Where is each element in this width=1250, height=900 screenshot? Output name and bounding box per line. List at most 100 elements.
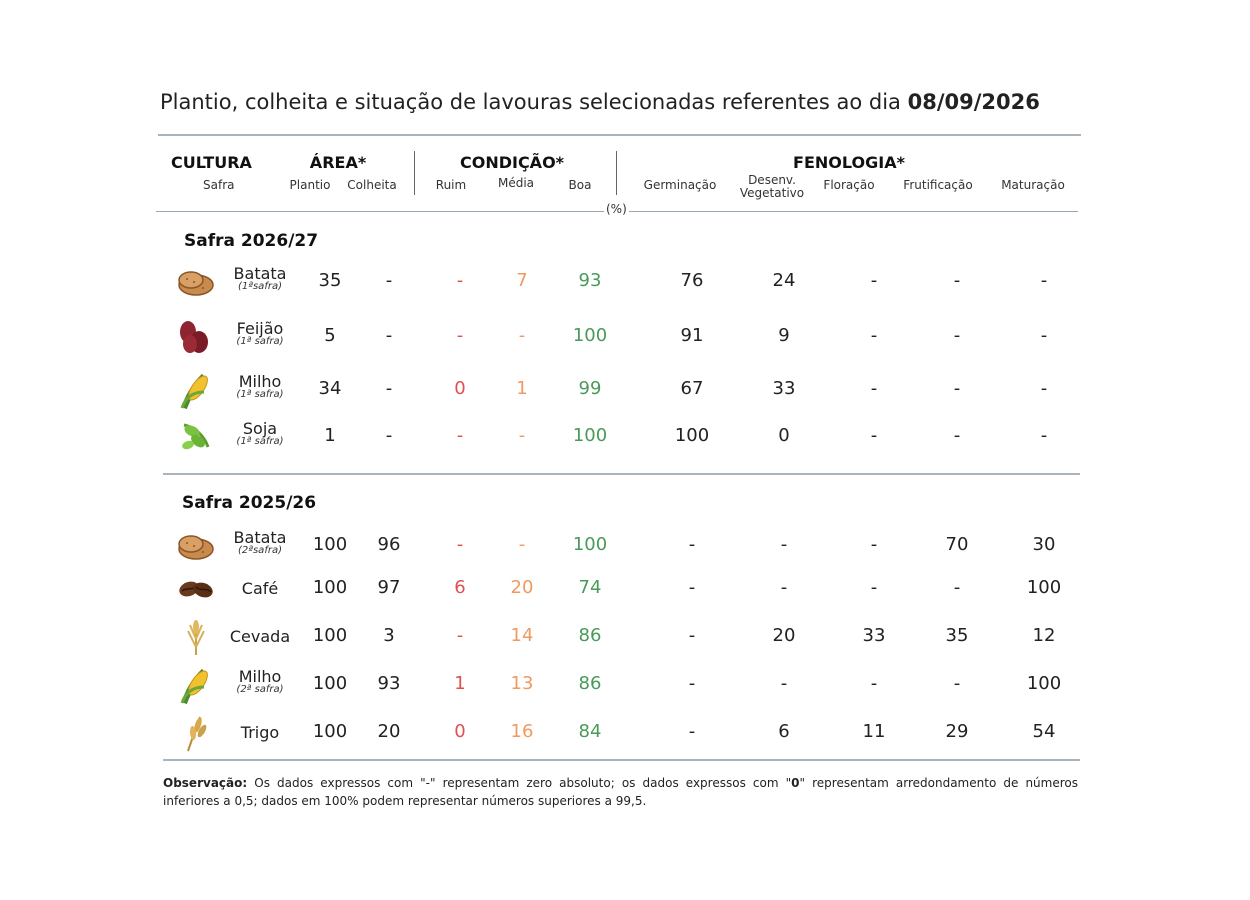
table-row: Café 100 97 6 20 74 - - - - 100 <box>0 569 1250 609</box>
crop-season: (1ª safra) <box>236 389 284 400</box>
header-area: ÁREA* <box>309 153 367 172</box>
cell-floracao: 33 <box>862 625 886 646</box>
footnote-zero: 0 <box>791 776 800 790</box>
cell-media: 13 <box>510 673 534 694</box>
crop-label: Milho <box>238 372 282 391</box>
table-row: Milho (1ª safra) 34 - 0 1 99 67 33 - - - <box>0 370 1250 410</box>
cell-colheita: 93 <box>377 673 401 694</box>
cell-plantio: 100 <box>312 577 348 598</box>
cell-maturacao: 54 <box>1032 721 1056 742</box>
soy-icon <box>174 417 218 457</box>
cell-frutificacao: - <box>953 378 961 399</box>
cell-plantio: 100 <box>312 534 348 555</box>
cell-germinacao: - <box>688 673 696 694</box>
cell-media: - <box>518 534 526 555</box>
header-media: Média <box>497 176 535 190</box>
crop-label: Feijão <box>236 319 284 338</box>
footnote-text: Os dados expressos com "-" representam z… <box>247 776 792 790</box>
bottom-rule <box>163 759 1080 761</box>
potato-icon <box>174 262 218 302</box>
header-maturacao: Maturação <box>1001 178 1065 192</box>
cell-maturacao: - <box>1040 270 1048 291</box>
table-row: Batata (2ªsafra) 100 96 - - 100 - - - 70 30 <box>0 526 1250 566</box>
cell-ruim: - <box>456 325 464 346</box>
header-floracao: Floração <box>823 178 875 192</box>
cell-germinacao: - <box>688 625 696 646</box>
crop-label: Trigo <box>240 723 280 742</box>
header-fenologia: FENOLOGIA* <box>793 153 905 172</box>
crop-label: Cevada <box>229 627 291 646</box>
cell-frutificacao: - <box>953 425 961 446</box>
cell-plantio: 1 <box>324 425 336 446</box>
coffee-icon <box>174 569 218 609</box>
crop-label: Batata <box>233 264 287 283</box>
cell-colheita: - <box>385 325 393 346</box>
cell-frutificacao: - <box>953 673 961 694</box>
section-title: Safra 2026/27 <box>184 231 319 251</box>
cell-boa: 99 <box>578 378 602 399</box>
cell-ruim: 6 <box>454 577 466 598</box>
cell-media: 20 <box>510 577 534 598</box>
cell-plantio: 35 <box>318 270 342 291</box>
cell-desenv: 0 <box>778 425 790 446</box>
header-separator <box>414 151 415 195</box>
cell-media: - <box>518 325 526 346</box>
cell-germinacao: - <box>688 721 696 742</box>
crop-season: (2ª safra) <box>236 684 284 695</box>
cell-germinacao: 91 <box>680 325 704 346</box>
cell-plantio: 100 <box>312 673 348 694</box>
cell-media: - <box>518 425 526 446</box>
cell-media: 7 <box>516 270 528 291</box>
cell-germinacao: - <box>688 577 696 598</box>
cell-ruim: - <box>456 534 464 555</box>
cell-frutificacao: 35 <box>945 625 969 646</box>
cell-frutificacao: 29 <box>945 721 969 742</box>
cell-desenv: 20 <box>772 625 796 646</box>
crop-label: Milho <box>238 667 282 686</box>
cell-floracao: - <box>870 325 878 346</box>
cell-frutificacao: - <box>953 325 961 346</box>
cell-floracao: - <box>870 534 878 555</box>
cell-floracao: - <box>870 425 878 446</box>
cell-desenv: - <box>780 534 788 555</box>
cell-boa: 100 <box>572 325 608 346</box>
cell-desenv: 9 <box>778 325 790 346</box>
percent-label: (%) <box>604 202 629 216</box>
crop-name: Trigo <box>225 723 295 742</box>
cell-maturacao: 12 <box>1032 625 1056 646</box>
corn-icon <box>174 370 218 410</box>
crop-season: (2ªsafra) <box>238 545 282 556</box>
header-desenv-1: Desenv. <box>748 173 796 187</box>
top-rule <box>158 134 1081 136</box>
header-frutificacao: Frutificação <box>903 178 973 192</box>
cell-boa: 100 <box>572 425 608 446</box>
page-title: Plantio, colheita e situação de lavouras… <box>160 90 1040 114</box>
cell-colheita: 97 <box>377 577 401 598</box>
crop-label: Soja <box>242 419 278 438</box>
cell-boa: 93 <box>578 270 602 291</box>
footnote-text: " representam arredondamento de números … <box>163 776 1078 808</box>
table-row: Trigo 100 20 0 16 84 - 6 11 29 54 <box>0 713 1250 753</box>
header-ruim: Ruim <box>435 178 467 192</box>
cell-colheita: - <box>385 425 393 446</box>
cell-frutificacao: - <box>953 270 961 291</box>
crop-season: (1ªsafra) <box>238 281 282 292</box>
cell-desenv: 33 <box>772 378 796 399</box>
cell-maturacao: 100 <box>1026 577 1062 598</box>
cell-germinacao: 100 <box>674 425 710 446</box>
cell-floracao: - <box>870 577 878 598</box>
potato-icon <box>174 526 218 566</box>
cell-desenv: 6 <box>778 721 790 742</box>
cell-germinacao: - <box>688 534 696 555</box>
cell-frutificacao: 70 <box>945 534 969 555</box>
cell-media: 16 <box>510 721 534 742</box>
table-row: Soja (1ª safra) 1 - - - 100 100 0 - - - <box>0 417 1250 457</box>
header-colheita: Colheita <box>347 178 397 192</box>
table-row: Batata (1ªsafra) 35 - - 7 93 76 24 - - - <box>0 262 1250 302</box>
cell-floracao: - <box>870 673 878 694</box>
table-row: Milho (2ª safra) 100 93 1 13 86 - - - - 100 <box>0 665 1250 705</box>
wheat-icon <box>174 713 218 753</box>
crop-label: Café <box>241 579 279 598</box>
cell-maturacao: - <box>1040 325 1048 346</box>
footnote: Observação: Os dados expressos com "-" r… <box>163 774 1078 810</box>
